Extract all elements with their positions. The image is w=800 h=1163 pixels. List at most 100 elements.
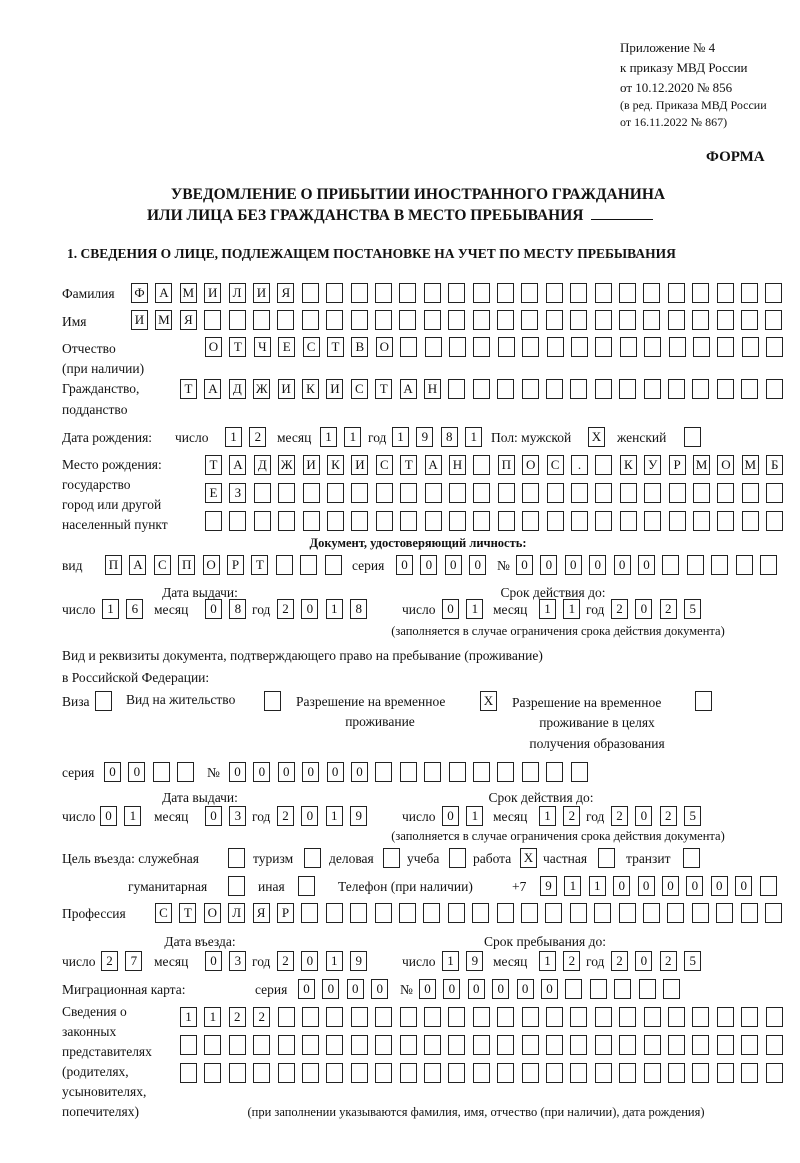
char-box[interactable]: [663, 979, 680, 999]
char-box[interactable]: 0: [100, 806, 117, 826]
char-box[interactable]: [423, 903, 441, 923]
char-box[interactable]: Я: [179, 310, 197, 330]
char-box[interactable]: [447, 903, 465, 923]
char-box[interactable]: [741, 337, 759, 357]
char-box[interactable]: [302, 1007, 319, 1027]
char-box[interactable]: Т: [327, 337, 344, 357]
checkbox-cell[interactable]: [228, 876, 245, 896]
char-box[interactable]: 2: [659, 806, 677, 826]
char-box[interactable]: 1: [325, 951, 343, 971]
char-box[interactable]: Т: [229, 337, 247, 357]
char-box[interactable]: [614, 979, 632, 999]
char-box[interactable]: [741, 1007, 759, 1027]
char-box[interactable]: [643, 283, 661, 303]
char-box[interactable]: 2: [253, 1007, 271, 1027]
char-box[interactable]: [424, 1063, 441, 1083]
char-box[interactable]: [643, 903, 660, 923]
char-box[interactable]: [644, 511, 662, 531]
char-box[interactable]: И: [253, 283, 270, 303]
char-box[interactable]: [619, 310, 636, 330]
char-box[interactable]: [662, 555, 680, 575]
char-box[interactable]: [180, 1063, 197, 1083]
char-box[interactable]: [765, 1007, 783, 1027]
char-box[interactable]: [741, 1063, 759, 1083]
char-box[interactable]: [643, 310, 661, 330]
char-box[interactable]: [496, 903, 514, 923]
char-box[interactable]: З: [229, 483, 247, 503]
char-box[interactable]: [399, 903, 416, 923]
char-box[interactable]: [644, 483, 662, 503]
char-box[interactable]: [686, 555, 704, 575]
char-box[interactable]: [717, 337, 735, 357]
char-box[interactable]: 2: [659, 599, 677, 619]
char-box[interactable]: 0: [613, 876, 631, 896]
reps-field-3[interactable]: [180, 1063, 790, 1084]
char-box[interactable]: [571, 511, 588, 531]
char-box[interactable]: [399, 1035, 417, 1055]
char-box[interactable]: [545, 903, 563, 923]
char-box[interactable]: Р: [668, 455, 686, 475]
char-box[interactable]: [619, 1035, 637, 1055]
char-box[interactable]: 0: [710, 876, 728, 896]
checkbox-cell[interactable]: [383, 848, 400, 868]
char-box[interactable]: 1: [588, 876, 606, 896]
char-box[interactable]: [300, 555, 318, 575]
char-box[interactable]: [521, 1035, 539, 1055]
char-box[interactable]: 1: [465, 427, 483, 447]
char-box[interactable]: 0: [516, 979, 534, 999]
char-box[interactable]: О: [717, 455, 735, 475]
char-box[interactable]: [711, 555, 729, 575]
char-box[interactable]: 1: [466, 806, 484, 826]
char-box[interactable]: [424, 762, 442, 782]
char-box[interactable]: 0: [371, 979, 389, 999]
char-box[interactable]: 1: [204, 1007, 222, 1027]
char-box[interactable]: 0: [442, 806, 459, 826]
char-box[interactable]: [644, 337, 662, 357]
char-box[interactable]: [619, 511, 637, 531]
char-box[interactable]: [423, 310, 441, 330]
char-box[interactable]: [594, 310, 612, 330]
char-box[interactable]: [595, 483, 613, 503]
char-box[interactable]: 0: [613, 555, 631, 575]
char-box[interactable]: [497, 1035, 515, 1055]
checkbox-cell[interactable]: [683, 848, 700, 868]
char-box[interactable]: [643, 1063, 661, 1083]
char-box[interactable]: Т: [375, 379, 393, 399]
char-box[interactable]: И: [302, 455, 320, 475]
char-box[interactable]: [643, 1007, 661, 1027]
char-box[interactable]: 0: [301, 951, 319, 971]
char-box[interactable]: [594, 903, 612, 923]
purpose-business-checkbox[interactable]: [383, 848, 407, 869]
char-box[interactable]: [766, 511, 784, 531]
char-box[interactable]: [228, 310, 246, 330]
char-box[interactable]: [667, 903, 685, 923]
char-box[interactable]: Д: [253, 455, 271, 475]
char-box[interactable]: 1: [102, 599, 119, 619]
char-box[interactable]: [449, 511, 466, 531]
char-box[interactable]: [152, 762, 170, 782]
char-box[interactable]: 2: [277, 599, 294, 619]
char-box[interactable]: [668, 1007, 685, 1027]
char-box[interactable]: [570, 1007, 588, 1027]
char-box[interactable]: 0: [564, 555, 582, 575]
char-box[interactable]: [228, 1063, 246, 1083]
char-box[interactable]: 1: [320, 427, 337, 447]
char-box[interactable]: А: [155, 283, 173, 303]
purpose-humanitarian-checkbox[interactable]: [228, 876, 252, 897]
char-box[interactable]: [546, 1063, 563, 1083]
char-box[interactable]: [546, 1007, 563, 1027]
char-box[interactable]: [277, 1035, 295, 1055]
char-box[interactable]: В: [351, 337, 369, 357]
